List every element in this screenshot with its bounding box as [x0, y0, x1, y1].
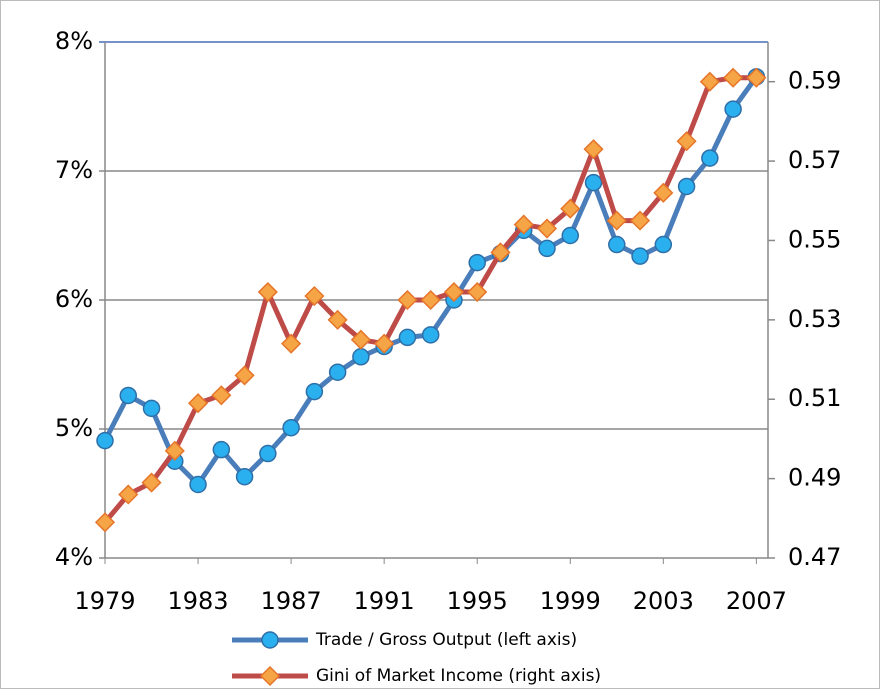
legend-marker	[261, 631, 279, 649]
data-point	[561, 226, 580, 245]
x-tick-label: 1987	[261, 587, 322, 615]
data-point	[352, 348, 370, 366]
x-tick-label: 1983	[168, 587, 229, 615]
y-tick-label: 7%	[55, 156, 93, 184]
data-point	[606, 210, 627, 231]
data-point	[234, 365, 255, 386]
y2-tick-label: 0.47	[788, 543, 841, 571]
legend-marker	[259, 665, 281, 687]
data-point	[583, 139, 604, 160]
data-point	[327, 309, 348, 330]
data-point	[212, 440, 231, 459]
data-point	[631, 247, 649, 265]
data-point	[746, 67, 767, 88]
data-point	[699, 71, 720, 92]
data-point	[259, 444, 277, 463]
data-point	[328, 363, 347, 381]
data-point	[119, 386, 138, 405]
data-point	[235, 467, 254, 486]
data-point	[96, 431, 114, 450]
data-point	[560, 198, 581, 219]
y2-tick-label: 0.59	[788, 67, 841, 95]
y2-tick-label: 0.55	[788, 225, 841, 253]
data-point	[654, 235, 673, 254]
data-point	[281, 333, 302, 354]
legend-label: Trade / Gross Output (left axis)	[315, 630, 577, 650]
data-point	[141, 472, 162, 493]
data-point	[374, 333, 395, 354]
x-tick-label: 2003	[633, 587, 694, 615]
y2-tick-label: 0.49	[788, 464, 841, 492]
data-point	[677, 177, 696, 196]
data-point	[305, 382, 324, 401]
data-point	[467, 282, 488, 303]
data-point	[468, 253, 486, 272]
data-point	[724, 100, 742, 118]
data-point	[608, 235, 626, 254]
data-point	[513, 214, 534, 235]
y-tick-label: 5%	[55, 414, 93, 442]
data-point	[398, 328, 417, 347]
data-point	[187, 393, 209, 414]
data-point	[142, 399, 161, 418]
data-point	[653, 182, 674, 203]
series-line	[102, 75, 759, 487]
x-tick-label: 1995	[447, 587, 508, 615]
data-point	[420, 289, 441, 311]
x-tick-label: 1999	[540, 587, 601, 615]
data-point	[118, 484, 139, 505]
data-point	[94, 512, 116, 533]
y2-tick-label: 0.57	[788, 146, 841, 174]
data-point	[189, 475, 207, 494]
data-point	[701, 149, 719, 167]
data-point	[304, 285, 325, 307]
data-point	[723, 67, 744, 88]
data-point	[538, 239, 556, 258]
data-point	[257, 282, 278, 303]
y-tick-label: 6%	[55, 285, 93, 313]
data-point	[164, 440, 185, 461]
x-tick-label: 2007	[726, 587, 787, 615]
x-tick-label: 1979	[74, 587, 135, 615]
x-tick-label: 1991	[354, 587, 415, 615]
data-point	[421, 326, 440, 344]
data-point	[490, 242, 511, 263]
data-point	[282, 418, 300, 437]
data-point	[584, 173, 603, 192]
data-point	[397, 289, 418, 311]
y-tick-label: 4%	[55, 543, 93, 571]
y2-tick-label: 0.53	[788, 305, 841, 333]
data-point	[443, 282, 465, 303]
data-point	[211, 385, 232, 406]
legend-label: Gini of Market Income (right axis)	[316, 666, 601, 686]
y-tick-label: 8%	[55, 27, 93, 55]
data-point	[676, 131, 697, 152]
data-point	[629, 210, 651, 231]
data-point	[536, 218, 558, 239]
y2-tick-label: 0.51	[788, 384, 841, 412]
data-point	[350, 329, 371, 350]
